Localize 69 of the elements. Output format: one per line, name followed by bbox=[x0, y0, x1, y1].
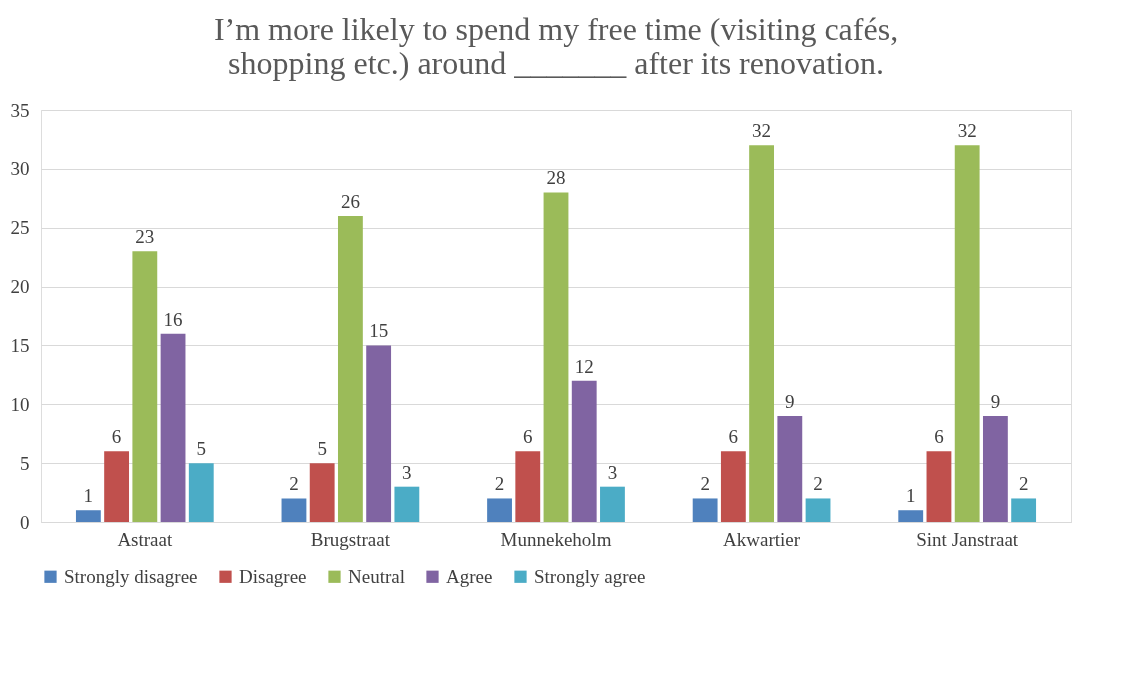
bar bbox=[982, 416, 1008, 522]
x-tick-label: Brugstraat bbox=[310, 528, 391, 550]
data-label: 6 bbox=[111, 426, 122, 448]
bar bbox=[749, 145, 775, 522]
x-tick-label: Akwartier bbox=[723, 528, 801, 550]
chart-title: I’m more likely to spend my free time (visiting cafés, shopping etc.) around _______ after its renovation. bbox=[213, 11, 899, 81]
data-label: 23 bbox=[135, 226, 155, 248]
data-label: 2 bbox=[1018, 473, 1029, 495]
legend-label: Strongly disagree bbox=[64, 565, 198, 587]
bar bbox=[281, 498, 307, 522]
data-label: 2 bbox=[700, 473, 710, 495]
data-label: 6 bbox=[934, 426, 944, 448]
y-tick-label: 10 bbox=[10, 393, 30, 415]
bar bbox=[720, 451, 746, 522]
data-label: 32 bbox=[752, 120, 772, 142]
y-tick-label: 5 bbox=[20, 452, 30, 474]
x-tick-label: Astraat bbox=[117, 528, 173, 550]
data-label: 16 bbox=[163, 308, 183, 330]
bar bbox=[132, 251, 158, 522]
legend-label: Strongly agree bbox=[534, 565, 646, 587]
bar bbox=[692, 498, 718, 522]
data-label: 6 bbox=[728, 426, 739, 448]
data-label: 3 bbox=[402, 461, 412, 483]
data-label: 26 bbox=[340, 190, 360, 212]
data-label: 2 bbox=[813, 473, 823, 495]
bar bbox=[487, 498, 512, 522]
bar bbox=[926, 451, 952, 522]
bar bbox=[515, 451, 541, 522]
data-label: 2 bbox=[494, 473, 505, 495]
y-tick-label: 15 bbox=[10, 334, 30, 356]
y-tick-label: 25 bbox=[10, 217, 30, 239]
data-label: 1 bbox=[905, 485, 916, 507]
y-tick-label: 0 bbox=[20, 511, 30, 533]
data-label: 28 bbox=[546, 167, 566, 189]
y-tick-label: 30 bbox=[10, 158, 30, 180]
data-label: 32 bbox=[957, 120, 977, 142]
legend-label: Neutral bbox=[348, 565, 405, 587]
bar bbox=[188, 463, 214, 522]
bar bbox=[571, 380, 597, 522]
bar bbox=[805, 498, 831, 522]
y-tick-label: 35 bbox=[10, 99, 30, 121]
bar bbox=[954, 145, 980, 522]
bar bbox=[543, 192, 569, 522]
data-label: 15 bbox=[369, 320, 389, 342]
data-label: 1 bbox=[83, 485, 94, 507]
legend-label: Agree bbox=[446, 565, 493, 587]
bar bbox=[394, 486, 420, 522]
data-label: 9 bbox=[785, 391, 795, 413]
data-label: 5 bbox=[196, 438, 207, 460]
data-label: 5 bbox=[317, 438, 327, 460]
data-label: 3 bbox=[607, 461, 618, 483]
bar bbox=[309, 463, 335, 522]
legend-label: Disagree bbox=[239, 565, 307, 587]
bar bbox=[600, 486, 625, 522]
bar bbox=[337, 215, 363, 522]
data-label: 2 bbox=[289, 473, 299, 495]
y-tick-label: 20 bbox=[10, 276, 30, 298]
bar bbox=[777, 416, 803, 522]
bar bbox=[1011, 498, 1037, 522]
x-tick-label: Munnekeholm bbox=[500, 528, 612, 550]
bar bbox=[104, 451, 130, 522]
bar bbox=[898, 510, 924, 522]
bar bbox=[75, 510, 101, 522]
data-label: 6 bbox=[523, 426, 533, 448]
x-tick-label: Sint Janstraat bbox=[916, 528, 1019, 550]
data-label: 9 bbox=[990, 391, 1001, 413]
bar bbox=[366, 345, 392, 522]
bar bbox=[160, 333, 186, 522]
data-label: 12 bbox=[574, 355, 594, 377]
